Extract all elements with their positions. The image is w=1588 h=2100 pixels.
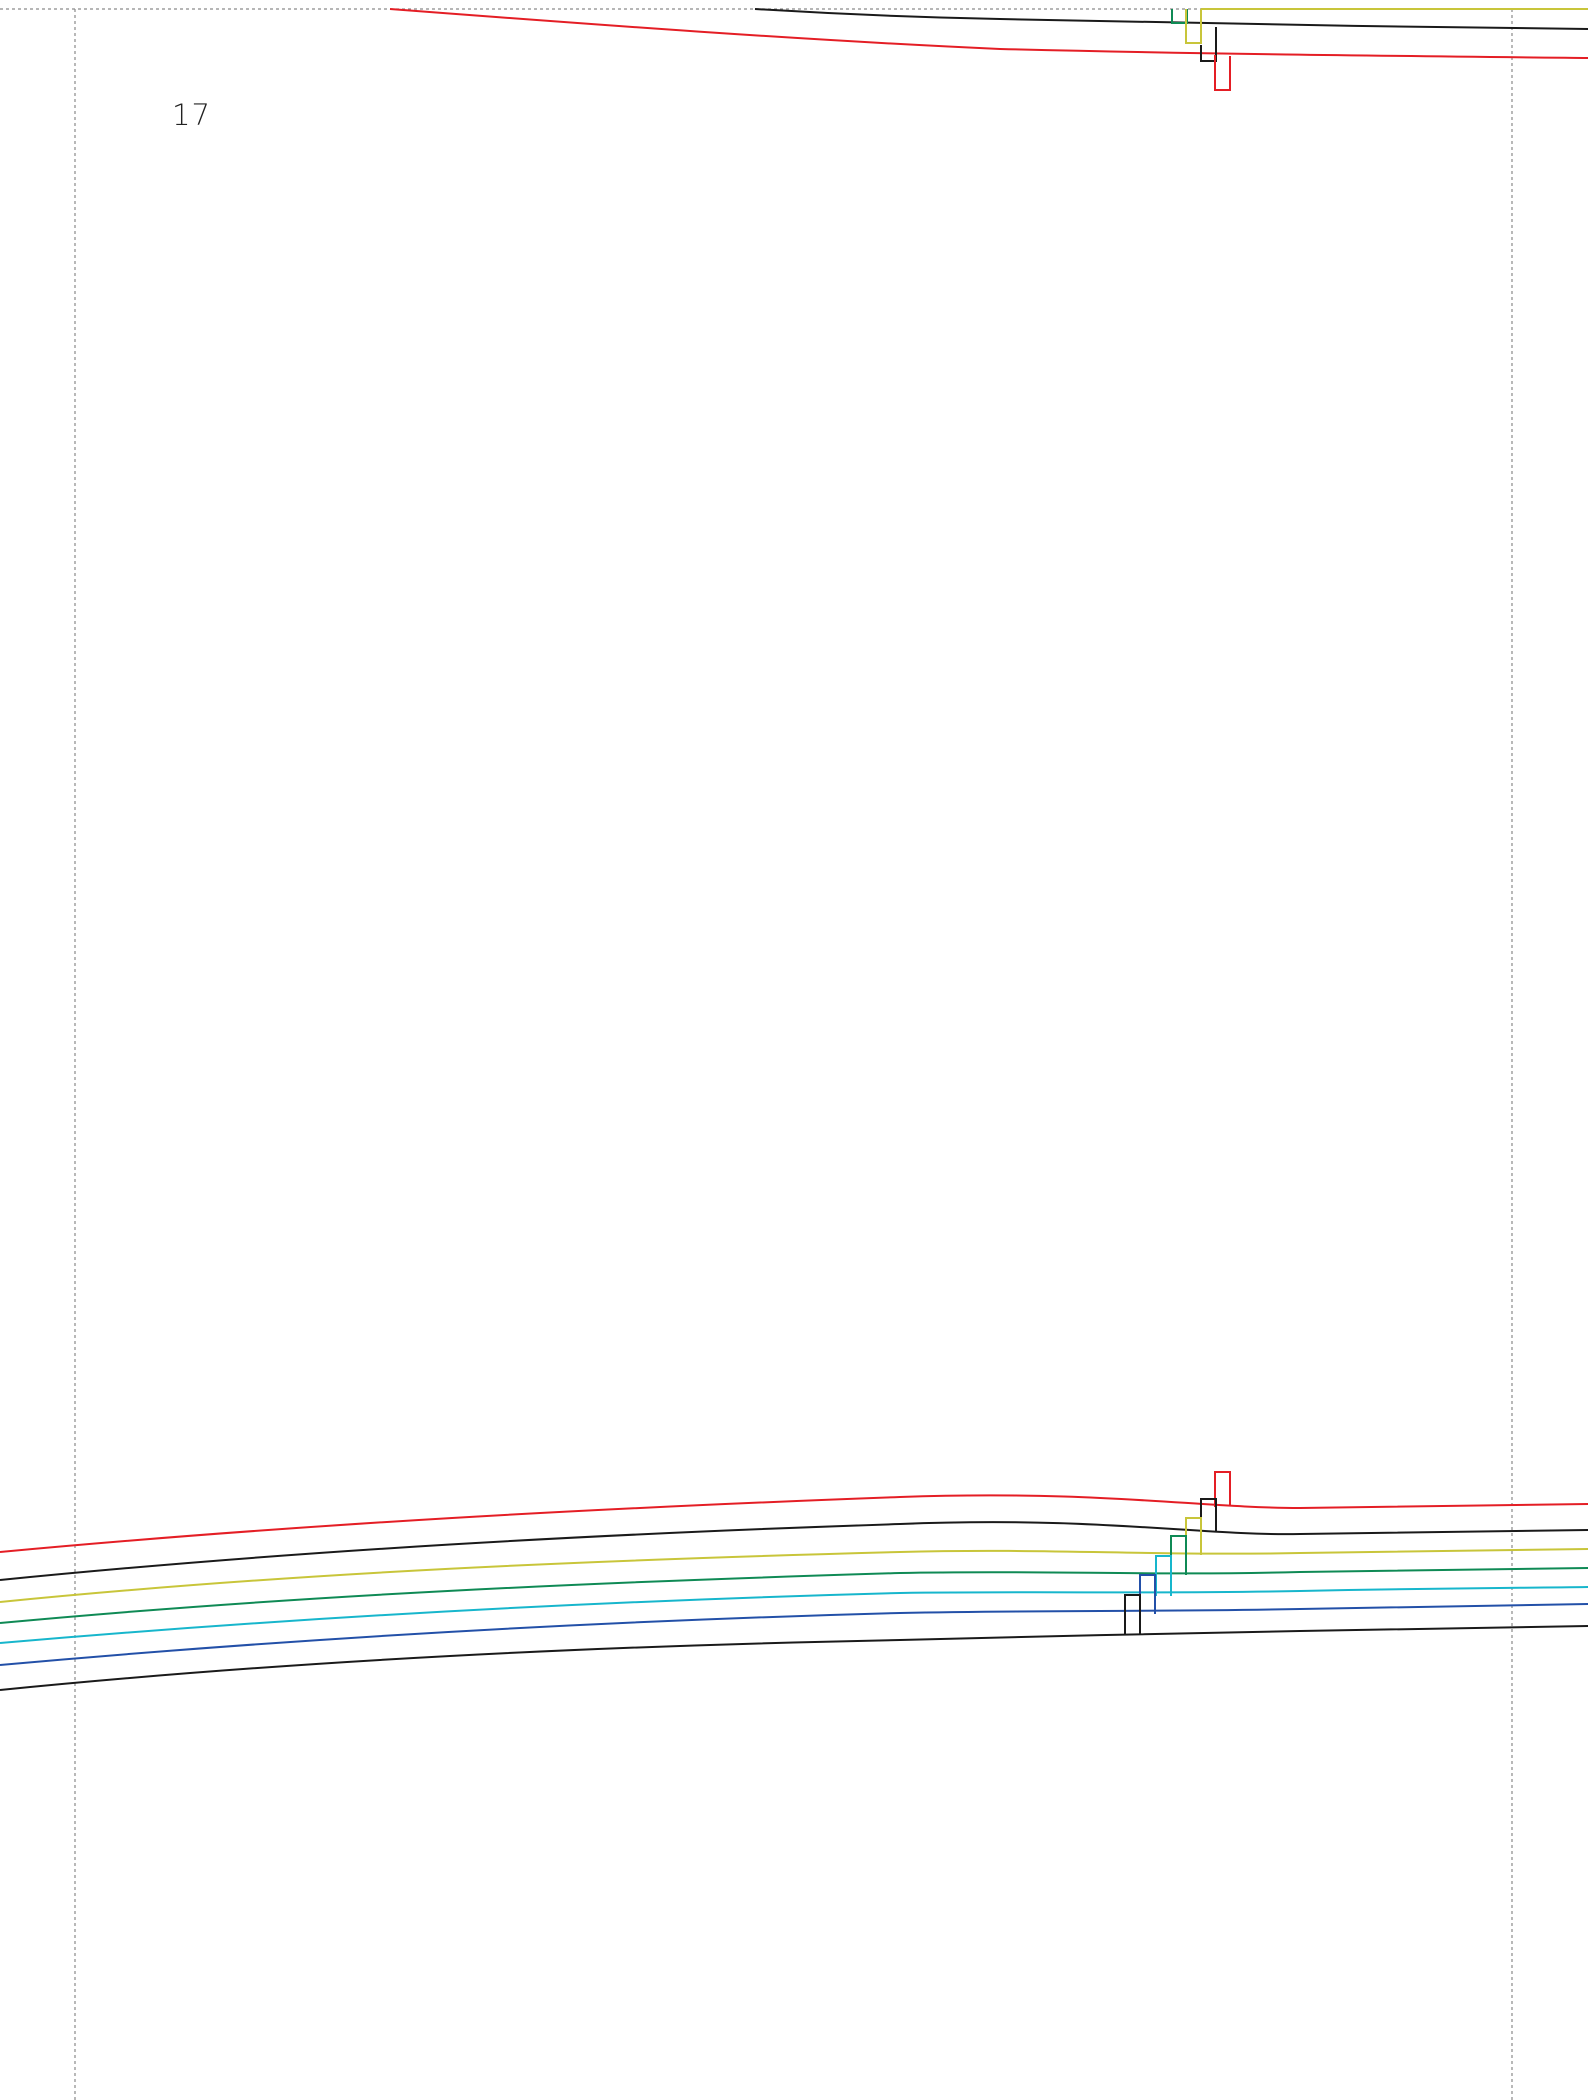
top-yellow-notch — [1185, 9, 1202, 44]
top-red-line — [389, 8, 1588, 59]
notch-black-upper — [1200, 1498, 1217, 1532]
notch-green — [1170, 1535, 1187, 1577]
bottom-pattern-band — [0, 1471, 1588, 1691]
notch-black-lower — [1124, 1594, 1141, 1635]
size-line-yellow — [0, 1548, 1588, 1603]
notch-yellow — [1185, 1517, 1202, 1556]
size-line-black-lower — [0, 1625, 1588, 1691]
notch-cyan — [1155, 1555, 1172, 1596]
size-line-green — [0, 1567, 1588, 1624]
top-black-notch — [1200, 27, 1217, 62]
page-number: 17 — [172, 98, 211, 132]
top-green-notch — [1171, 9, 1188, 24]
size-line-blue — [0, 1603, 1588, 1666]
tile-guides — [0, 8, 1588, 2100]
notch-red — [1214, 1471, 1231, 1507]
size-line-black-upper — [0, 1521, 1588, 1581]
size-line-red — [0, 1494, 1588, 1553]
top-black-line — [754, 8, 1588, 30]
top-red-notch — [1214, 55, 1231, 91]
size-line-cyan — [0, 1586, 1588, 1644]
top-pattern-fragment — [389, 8, 1588, 91]
